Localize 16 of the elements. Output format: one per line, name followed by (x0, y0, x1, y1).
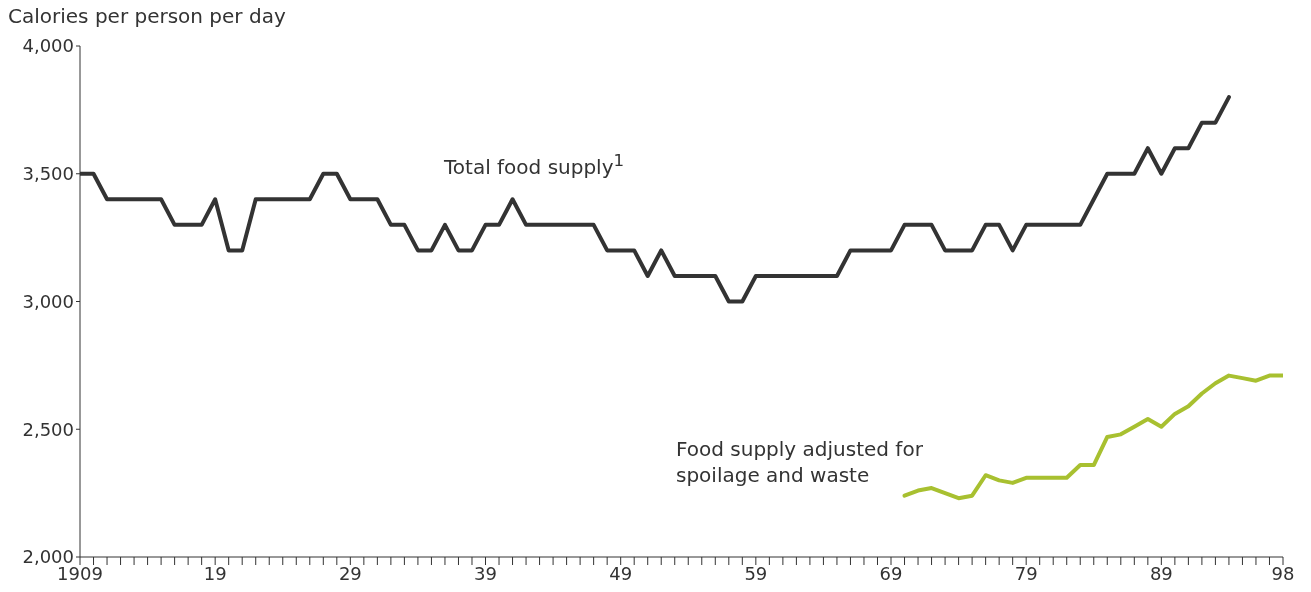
series-label: Food supply adjusted for spoilage and waste (676, 436, 924, 488)
y-axis-title: Calories per person per day (8, 4, 286, 28)
x-tick-label: 39 (474, 562, 497, 584)
x-tick-label: 49 (609, 562, 633, 584)
x-tick-label: 29 (338, 562, 362, 584)
x-tick-label: 59 (744, 562, 768, 584)
y-tick-label: 2,500 (22, 418, 74, 440)
x-tick-label: 98 (1271, 562, 1295, 584)
y-tick-label: 3,000 (22, 290, 74, 312)
x-tick-label: 19 (203, 562, 227, 584)
x-tick-label: 69 (879, 562, 903, 584)
x-tick-label: 89 (1149, 562, 1173, 584)
x-tick-label: 79 (1014, 562, 1038, 584)
y-tick-label: 4,000 (22, 35, 74, 57)
text: Total food supply$^{1}$ (444, 150, 625, 180)
y-tick-label: 3,500 (22, 163, 74, 185)
